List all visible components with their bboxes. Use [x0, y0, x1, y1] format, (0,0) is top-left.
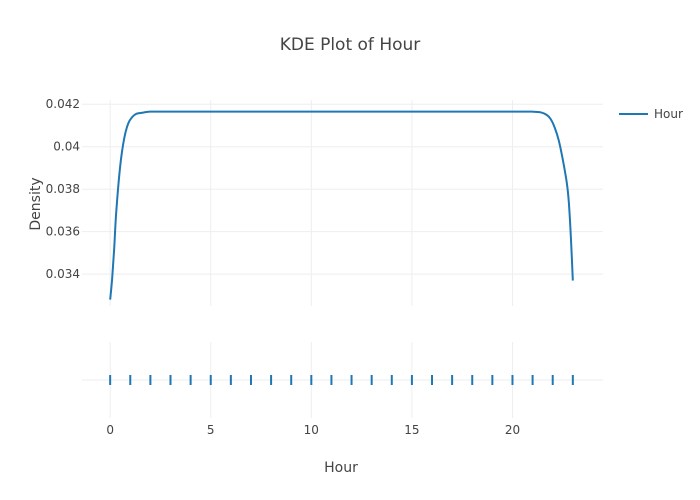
series-line-hour — [109, 110, 574, 300]
y-tick-label: 0.038 — [46, 182, 80, 196]
rug-plot-gridlines — [82, 342, 603, 418]
main-plot-gridlines — [82, 100, 603, 306]
chart-title: KDE Plot of Hour — [280, 35, 421, 55]
legend-label-hour: Hour — [654, 107, 683, 121]
x-tick-label: 0 — [106, 423, 114, 437]
x-tick-label: 5 — [207, 423, 215, 437]
x-tick-label: 20 — [505, 423, 520, 437]
x-axis-title: Hour — [324, 460, 358, 476]
x-axis-ticks: 0 5 10 15 20 — [106, 423, 520, 437]
y-tick-label: 0.042 — [46, 97, 80, 111]
y-tick-label: 0.034 — [46, 267, 80, 281]
y-tick-label: 0.036 — [46, 225, 80, 239]
y-tick-label: 0.04 — [53, 140, 80, 154]
y-axis-ticks: 0.034 0.036 0.038 0.04 0.042 — [46, 97, 80, 281]
legend[interactable]: Hour — [619, 107, 683, 121]
rug-marks — [109, 375, 574, 385]
x-tick-label: 10 — [304, 423, 319, 437]
x-tick-label: 15 — [404, 423, 419, 437]
y-axis-title: Density — [28, 177, 44, 230]
